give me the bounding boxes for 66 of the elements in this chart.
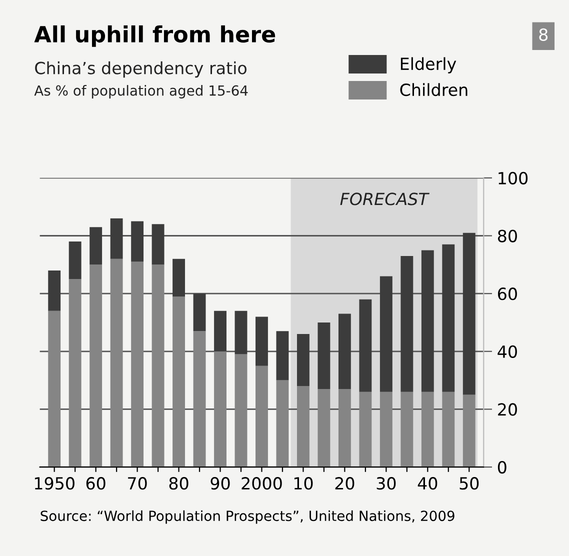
bar xyxy=(462,394,476,468)
bar xyxy=(421,392,434,468)
bar xyxy=(400,256,414,392)
bar xyxy=(152,224,164,265)
bar xyxy=(442,244,455,392)
bar xyxy=(234,310,248,354)
text: 8 xyxy=(539,28,548,41)
x-tick-label: 70 xyxy=(128,477,147,490)
bar xyxy=(48,270,61,311)
bar xyxy=(318,388,330,468)
bar xyxy=(90,264,102,468)
bar xyxy=(296,334,310,386)
x-tick-label: 30 xyxy=(376,477,396,490)
bar xyxy=(172,258,186,296)
bar xyxy=(68,242,82,280)
bar xyxy=(214,310,226,352)
bar xyxy=(256,366,268,468)
bar xyxy=(338,388,351,468)
bar xyxy=(442,392,455,468)
bar xyxy=(131,262,144,468)
bar xyxy=(48,310,61,468)
bar xyxy=(296,386,310,468)
bar xyxy=(462,232,476,395)
y-tick-label: 20 xyxy=(498,403,517,416)
y-tick-label: 40 xyxy=(498,345,517,358)
x-tick-label: 90 xyxy=(210,477,230,490)
y-tick-label: 100 xyxy=(498,172,528,184)
chart-title: All uphill from here xyxy=(34,25,276,47)
x-tick-label: 80 xyxy=(169,477,188,490)
chart-subtitle: China’s dependency ratio As % of population aged 15-64 xyxy=(34,61,248,98)
x-tick-label: 60 xyxy=(86,477,106,490)
bar xyxy=(110,258,123,468)
bar xyxy=(338,314,351,389)
source-note: Source: “World Population Prospects”, United Nations, 2009 xyxy=(40,510,454,524)
bar xyxy=(359,392,372,468)
x-tick-label: 20 xyxy=(335,477,354,490)
bar xyxy=(256,316,268,366)
bar xyxy=(68,279,82,468)
bar xyxy=(421,250,434,392)
y-tick-label: 0 xyxy=(498,461,506,474)
bar xyxy=(152,264,164,468)
y-tick-label: 60 xyxy=(498,288,517,300)
bar xyxy=(110,218,123,259)
legend-label: Elderly xyxy=(400,57,456,74)
x-tick-label: 50 xyxy=(460,477,479,490)
y-tick-label: 80 xyxy=(498,230,517,242)
bar xyxy=(276,380,289,468)
bar xyxy=(359,299,372,392)
legend-label: Children xyxy=(400,83,468,96)
bar xyxy=(214,351,226,468)
band-label: FORECAST xyxy=(340,192,430,206)
bar xyxy=(318,322,330,389)
bar xyxy=(172,296,186,468)
bar xyxy=(131,221,144,262)
bar xyxy=(193,294,206,332)
bar xyxy=(90,227,102,265)
bar xyxy=(400,392,414,468)
bar xyxy=(193,331,206,468)
x-tick-label: 2000 xyxy=(242,477,282,490)
bar xyxy=(380,392,392,468)
bar xyxy=(276,331,289,380)
x-tick-label: 1950 xyxy=(34,477,74,490)
bar xyxy=(380,276,392,392)
x-tick-label: 40 xyxy=(418,477,438,490)
bar xyxy=(234,354,248,468)
x-tick-label: 10 xyxy=(294,477,313,490)
